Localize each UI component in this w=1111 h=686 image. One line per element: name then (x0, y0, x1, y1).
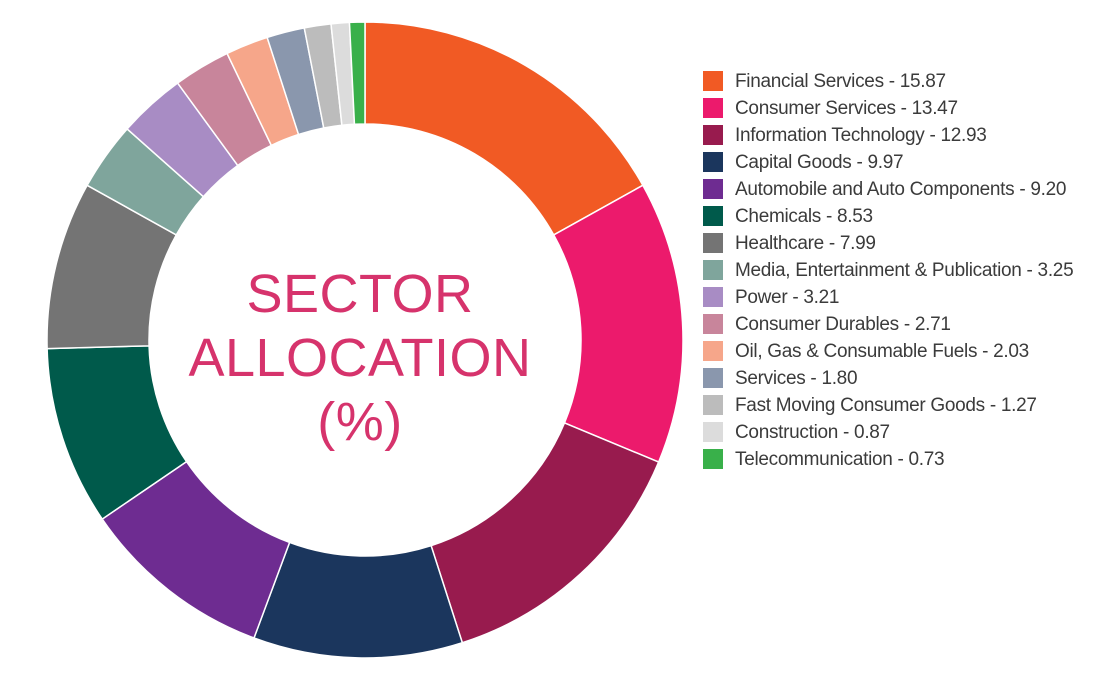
legend-swatch (703, 287, 723, 307)
legend-item: Fast Moving Consumer Goods - 1.27 (703, 392, 1103, 419)
legend-item: Consumer Durables - 2.71 (703, 311, 1103, 338)
legend-label: Consumer Services - 13.47 (735, 98, 958, 119)
legend-label: Financial Services - 15.87 (735, 71, 946, 92)
chart-center-title: SECTOR ALLOCATION (%) (160, 262, 560, 454)
sector-donut-chart (46, 21, 684, 659)
legend-swatch (703, 422, 723, 442)
legend-label: Consumer Durables - 2.71 (735, 314, 951, 335)
legend-swatch (703, 449, 723, 469)
legend-swatch (703, 395, 723, 415)
center-title-line-3: (%) (317, 392, 403, 452)
legend-label: Chemicals - 8.53 (735, 206, 873, 227)
legend-item: Media, Entertainment & Publication - 3.2… (703, 257, 1103, 284)
legend-item: Power - 3.21 (703, 284, 1103, 311)
legend-item: Construction - 0.87 (703, 419, 1103, 446)
center-title-line-1: SECTOR (246, 264, 474, 324)
legend-item: Oil, Gas & Consumable Fuels - 2.03 (703, 338, 1103, 365)
donut-slice-14 (348, 21, 366, 126)
legend-label: Media, Entertainment & Publication - 3.2… (735, 260, 1074, 281)
legend-item: Services - 1.80 (703, 365, 1103, 392)
donut-slice-0 (364, 21, 644, 236)
legend-swatch (703, 206, 723, 226)
legend-label: Telecommunication - 0.73 (735, 449, 945, 470)
legend-item: Chemicals - 8.53 (703, 203, 1103, 230)
chart-legend: Financial Services - 15.87 Consumer Servi… (703, 68, 1103, 473)
legend-label: Services - 1.80 (735, 368, 858, 389)
legend-swatch (703, 260, 723, 280)
donut-slice-2 (430, 421, 660, 644)
center-title-line-2: ALLOCATION (188, 328, 532, 388)
legend-label: Capital Goods - 9.97 (735, 152, 904, 173)
legend-item: Capital Goods - 9.97 (703, 149, 1103, 176)
legend-item: Healthcare - 7.99 (703, 230, 1103, 257)
legend-label: Automobile and Auto Components - 9.20 (735, 179, 1067, 200)
legend-swatch (703, 314, 723, 334)
legend-item: Telecommunication - 0.73 (703, 446, 1103, 473)
legend-swatch (703, 368, 723, 388)
legend-label: Construction - 0.87 (735, 422, 890, 443)
legend-label: Fast Moving Consumer Goods - 1.27 (735, 395, 1037, 416)
legend-item: Automobile and Auto Components - 9.20 (703, 176, 1103, 203)
donut-slice-3 (253, 541, 464, 659)
legend-swatch (703, 152, 723, 172)
legend-item: Consumer Services - 13.47 (703, 95, 1103, 122)
legend-swatch (703, 233, 723, 253)
legend-swatch (703, 98, 723, 118)
legend-item: Information Technology - 12.93 (703, 122, 1103, 149)
legend-swatch (703, 341, 723, 361)
legend-label: Information Technology - 12.93 (735, 125, 987, 146)
donut-slice-1 (552, 184, 684, 464)
legend-swatch (703, 71, 723, 91)
legend-swatch (703, 179, 723, 199)
legend-label: Power - 3.21 (735, 287, 840, 308)
legend-swatch (703, 125, 723, 145)
legend-label: Oil, Gas & Consumable Fuels - 2.03 (735, 341, 1029, 362)
legend-item: Financial Services - 15.87 (703, 68, 1103, 95)
legend-label: Healthcare - 7.99 (735, 233, 876, 254)
